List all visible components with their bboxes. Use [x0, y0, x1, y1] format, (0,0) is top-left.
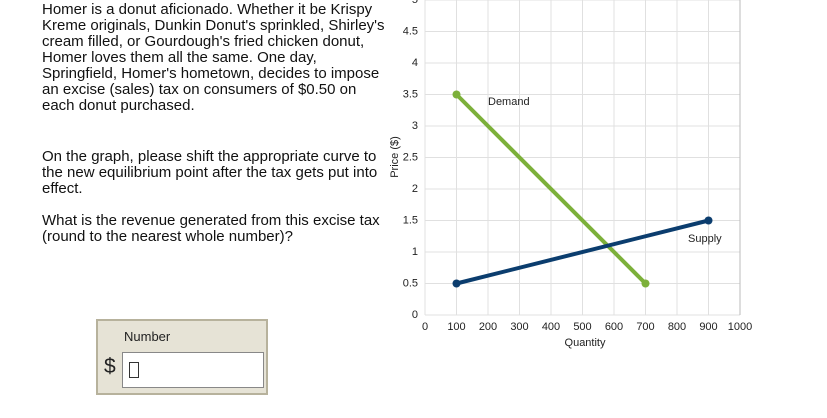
currency-sign: $	[104, 355, 116, 378]
y-tick-label: 4	[412, 57, 418, 69]
series-point	[704, 216, 713, 225]
x-tick-label: 800	[668, 321, 686, 333]
y-tick-label: 2	[412, 183, 418, 195]
series-label: Supply	[688, 233, 722, 245]
x-tick-label: 0	[422, 321, 428, 333]
x-tick-label: 200	[479, 321, 497, 333]
x-tick-label: 900	[699, 321, 717, 333]
y-tick-label: 2.5	[403, 151, 418, 163]
y-axis-label: Price ($)	[389, 136, 401, 178]
answer-box: Number $	[96, 319, 268, 395]
series-label: Demand	[488, 96, 530, 108]
x-tick-label: 700	[636, 321, 654, 333]
answer-input[interactable]	[122, 352, 264, 388]
y-tick-label: 0.5	[403, 277, 418, 289]
series-line	[456, 218, 709, 286]
series-point	[452, 90, 461, 99]
series-point	[452, 279, 461, 288]
caret	[129, 362, 139, 378]
prompt-paragraph: Homer is a donut aficionado. Whether it …	[42, 1, 385, 114]
series-line	[455, 93, 647, 285]
y-tick-label: 3.5	[403, 88, 418, 100]
y-tick-label: 1	[412, 246, 418, 258]
x-tick-label: 600	[605, 321, 623, 333]
answer-label: Number	[124, 329, 171, 344]
x-tick-label: 1000	[728, 321, 752, 333]
x-tick-label: 400	[542, 321, 560, 333]
x-tick-label: 100	[447, 321, 465, 333]
y-tick-label: 3	[412, 120, 418, 132]
prompt-paragraph: On the graph, please shift the appropria…	[42, 148, 378, 197]
y-tick-label: 5	[412, 0, 418, 6]
series-point	[641, 279, 650, 288]
x-tick-label: 300	[510, 321, 528, 333]
y-tick-label: 4.5	[403, 25, 418, 37]
x-tick-label: 500	[573, 321, 591, 333]
prompt-paragraph: What is the revenue generated from this …	[42, 212, 380, 245]
y-tick-label: 1.5	[403, 214, 418, 226]
x-axis-label: Quantity	[565, 337, 606, 349]
y-tick-label: 0	[412, 309, 418, 321]
